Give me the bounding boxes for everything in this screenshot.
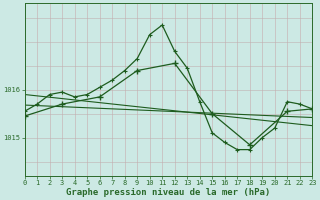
X-axis label: Graphe pression niveau de la mer (hPa): Graphe pression niveau de la mer (hPa) xyxy=(66,188,271,197)
